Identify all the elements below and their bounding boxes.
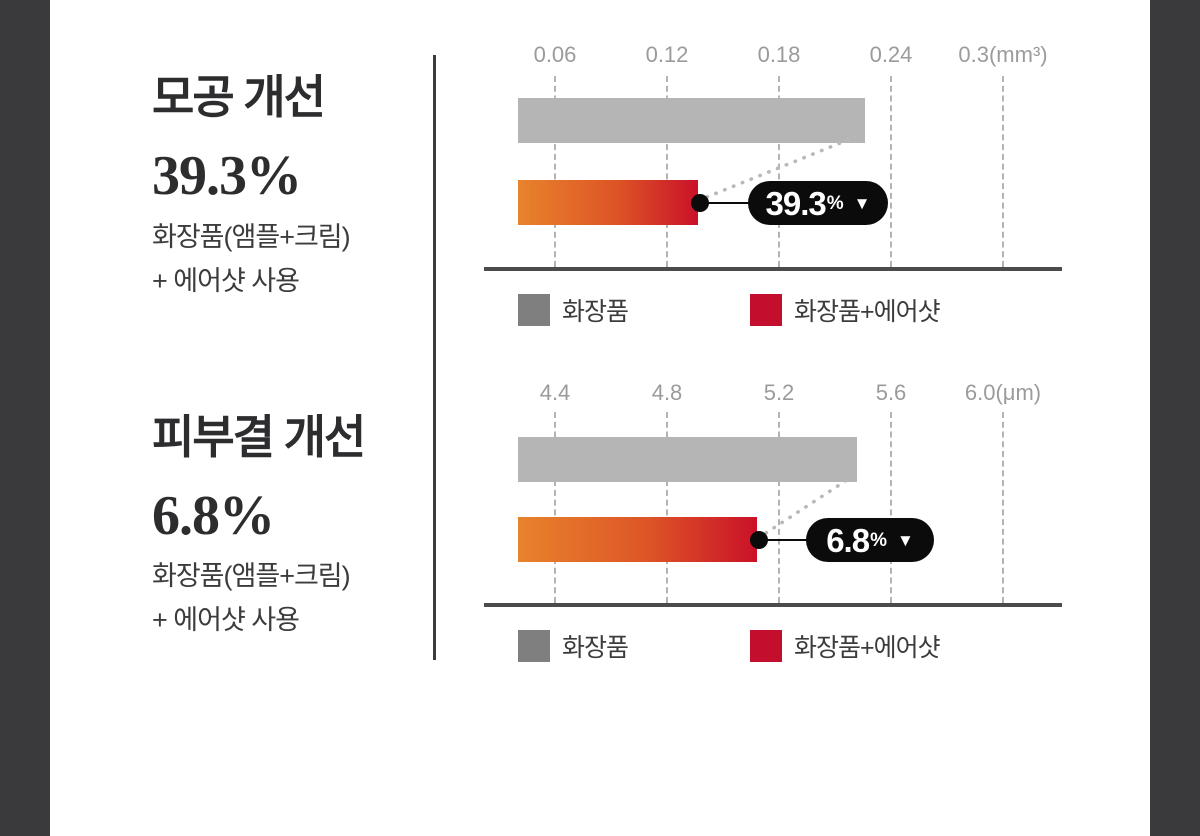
section1-desc-line2: + 에어샷 사용 bbox=[152, 266, 300, 296]
chart2-gridline-4 bbox=[890, 412, 892, 603]
section2-value: 6.8% bbox=[152, 485, 275, 547]
vertical-divider bbox=[433, 55, 436, 660]
chart2-tick-1: 4.4 bbox=[539, 380, 571, 405]
section2-desc-line1: 화장품(앰플+크림) bbox=[152, 561, 351, 591]
chart2-legend-label-cosmetics: 화장품 bbox=[562, 634, 629, 662]
arrow-down-icon: ▼ bbox=[896, 530, 914, 550]
chart1-value-badge: 39.3 % ▼ bbox=[748, 181, 888, 225]
section1-title: 모공 개선 bbox=[152, 71, 326, 123]
section2-title: 피부결 개선 bbox=[152, 411, 366, 463]
chart2-legend-label-airshot: 화장품+에어샷 bbox=[794, 634, 941, 662]
right-edge-panel bbox=[1150, 0, 1200, 836]
chart1-tick-3: 0.18 bbox=[757, 42, 801, 67]
chart1-gridline-5 bbox=[1002, 76, 1004, 267]
chart1-bar-cosmetics-airshot bbox=[518, 180, 698, 225]
chart1-badge-unit: % bbox=[826, 192, 844, 214]
chart1-legend: 화장품 화장품+에어샷 bbox=[518, 292, 941, 328]
chart2-badge-unit: % bbox=[870, 529, 887, 551]
section1-desc-line1: 화장품(앰플+크림) bbox=[152, 222, 351, 252]
chart2-tick-2: 4.8 bbox=[651, 380, 683, 405]
chart1-tick-2: 0.12 bbox=[645, 42, 689, 67]
chart1-legend-swatch-airshot bbox=[750, 294, 783, 326]
chart2-bar-cosmetics bbox=[518, 437, 857, 482]
chart2-gridline-5 bbox=[1002, 412, 1004, 603]
section2-desc-line2: + 에어샷 사용 bbox=[152, 605, 300, 635]
arrow-down-icon: ▼ bbox=[853, 193, 871, 213]
chart2-gridline-2 bbox=[666, 412, 668, 603]
chart1-legend-label-cosmetics: 화장품 bbox=[562, 298, 629, 326]
chart2-tick-5: 6.0(μm) bbox=[964, 380, 1042, 405]
chart1-gridline-1 bbox=[554, 76, 556, 267]
chart2-tick-3: 5.2 bbox=[763, 380, 795, 405]
chart1-tick-5: 0.3(mm³) bbox=[958, 42, 1048, 67]
chart1-gridline-4 bbox=[890, 76, 892, 267]
chart1-bar-cosmetics bbox=[518, 98, 865, 143]
section1-value: 39.3% bbox=[152, 145, 302, 207]
chart1-tick-1: 0.06 bbox=[533, 42, 577, 67]
chart2-gridline-1 bbox=[554, 412, 556, 603]
chart1-badge-value: 39.3 bbox=[765, 184, 827, 222]
chart2-value-badge: 6.8 % ▼ bbox=[806, 518, 934, 562]
chart2-tick-4: 5.6 bbox=[875, 380, 907, 405]
chart2-legend-swatch-airshot bbox=[750, 630, 783, 662]
chart2-bar-cosmetics-airshot bbox=[518, 517, 757, 562]
chart2-axis-baseline bbox=[484, 603, 1062, 607]
chart2-legend: 화장품 화장품+에어샷 bbox=[518, 628, 941, 664]
chart1-legend-swatch-cosmetics bbox=[518, 294, 550, 326]
chart1-axis-baseline bbox=[484, 267, 1062, 271]
chart1-tick-4: 0.24 bbox=[869, 42, 913, 67]
left-edge-panel bbox=[0, 0, 50, 836]
chart2-badge-value: 6.8 bbox=[826, 521, 870, 559]
chart1-gridline-2 bbox=[666, 76, 668, 267]
chart2-legend-swatch-cosmetics bbox=[518, 630, 550, 662]
chart1-legend-label-airshot: 화장품+에어샷 bbox=[794, 298, 941, 326]
